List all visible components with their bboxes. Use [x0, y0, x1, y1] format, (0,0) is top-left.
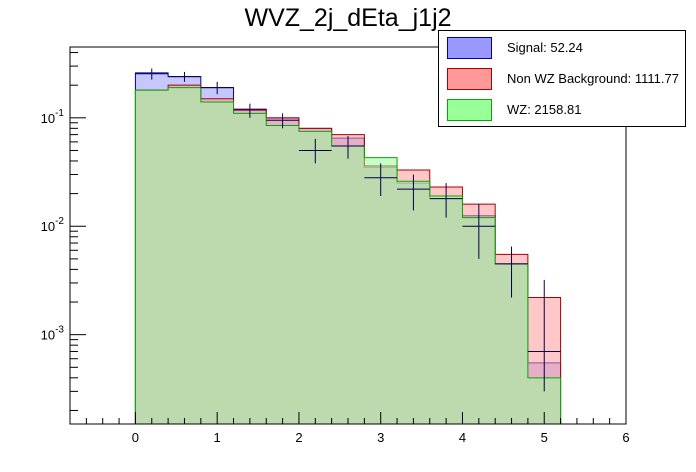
x-tick-label: 1 — [214, 430, 221, 445]
bar-wz — [266, 125, 299, 424]
legend-label-wz: WZ: 2158.81 — [507, 102, 582, 117]
x-tick-label: 4 — [459, 430, 466, 445]
legend-swatch-non-wz-background — [447, 68, 492, 90]
bar-wz — [298, 131, 332, 424]
legend-label-non-wz-background: Non WZ Background: 1111.77 — [507, 71, 679, 86]
legend-swatch-wz — [447, 99, 492, 121]
chart-title: WVZ_2j_dEta_j1j2 — [244, 4, 452, 32]
legend-item-signal: Signal: 52.24 — [447, 37, 683, 59]
x-tick-label: 0 — [132, 430, 139, 445]
x-tick-label: 2 — [295, 430, 302, 445]
bar-wz — [429, 196, 463, 424]
bar-wz — [200, 101, 234, 425]
x-tick-label: 5 — [541, 430, 548, 445]
y-tick-label: 10-3 — [41, 325, 65, 343]
bar-wz — [397, 181, 430, 424]
legend-item-wz: WZ: 2158.81 — [447, 99, 683, 121]
bar-wz — [135, 90, 169, 424]
legend: Signal: 52.24 Non WZ Background: 1111.77… — [438, 30, 686, 127]
y-tick-label: 10-1 — [41, 108, 65, 126]
y-tick-label: 10-2 — [41, 216, 65, 234]
bar-wz — [331, 145, 365, 424]
x-tick-label: 3 — [377, 430, 384, 445]
legend-label-signal: Signal: 52.24 — [507, 40, 583, 55]
x-tick-label: 6 — [622, 430, 629, 445]
legend-swatch-signal — [447, 37, 492, 59]
legend-item-non-wz-background: Non WZ Background: 1111.77 — [447, 68, 683, 90]
bar-wz — [364, 157, 398, 425]
bar-wz — [168, 87, 201, 424]
bar-wz — [233, 113, 267, 424]
